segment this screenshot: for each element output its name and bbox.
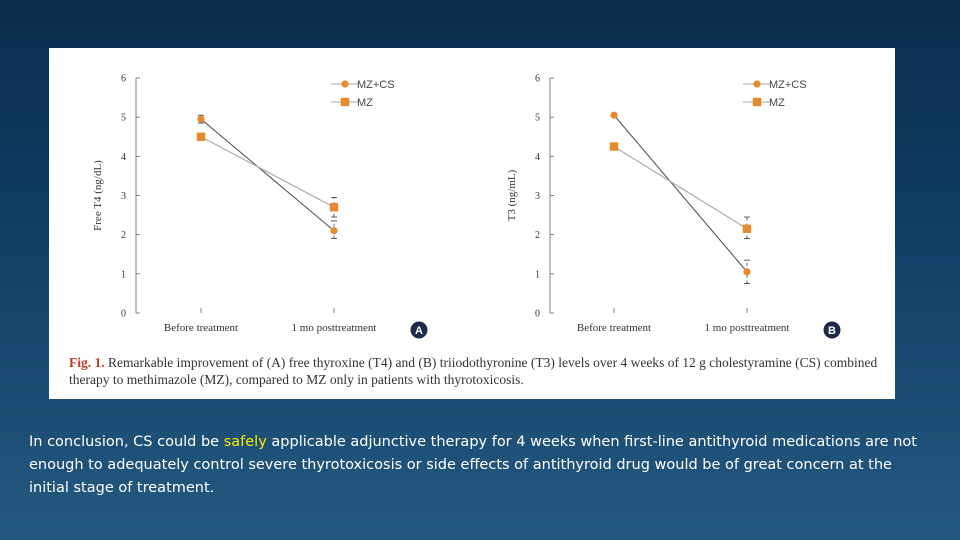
chart-B: 0 1 2 3 4 5 6 T3 (ng/mL) Before treatment 1 mo po…: [506, 74, 841, 339]
x-tick-label: 1 mo posttreatment: [705, 322, 790, 334]
legend-label: MZ+CS: [769, 79, 807, 91]
y-axis-title: T3 (ng/mL): [506, 169, 518, 221]
y-tick-label: 2: [121, 230, 126, 241]
caption-label: Fig. 1.: [69, 355, 105, 370]
legend-label: MZ: [769, 97, 785, 109]
conclusion-before: In conclusion, CS could be: [29, 434, 224, 450]
legend-marker: [753, 80, 761, 88]
series-line-mz: [200, 136, 335, 208]
y-tick-label: 6: [121, 74, 126, 85]
series-line-mz: [613, 146, 748, 230]
data-point-mz: [609, 142, 619, 151]
y-tick-label: 3: [121, 191, 126, 202]
data-point-mz-cs: [330, 227, 338, 235]
data-point-mz: [329, 203, 339, 212]
legend-marker: [341, 80, 349, 88]
y-tick-label: 3: [535, 191, 540, 202]
y-tick-label: 4: [535, 152, 540, 163]
conclusion-text: In conclusion, CS could be safely applic…: [29, 431, 929, 500]
x-tick-label: Before treatment: [577, 322, 651, 334]
y-tick-label: 4: [121, 152, 126, 163]
x-tick-label: Before treatment: [164, 322, 238, 334]
y-tick-label: 5: [535, 113, 540, 124]
charts-svg: 0 1 2 3 4 5 6 Free T4 (ng/dL) Before treatment 1 …: [92, 74, 841, 339]
conclusion-highlight: safely: [223, 434, 267, 450]
conclusion-after: applicable adjunctive therapy for 4 week…: [29, 434, 917, 496]
figure-panel: 0 1 2 3 4 5 6 Free T4 (ng/dL) Before treatment 1 …: [49, 48, 895, 399]
data-point-mz: [196, 132, 206, 141]
y-tick-label: 2: [535, 230, 540, 241]
data-point-mz: [742, 224, 752, 233]
y-tick-label: 0: [121, 309, 126, 320]
figure-caption: Fig. 1. Remarkable improvement of (A) fr…: [69, 354, 879, 388]
series-line-mz-cs: [613, 114, 748, 273]
caption-text: Remarkable improvement of (A) free thyro…: [69, 355, 878, 387]
y-axis-title: Free T4 (ng/dL): [92, 160, 104, 231]
data-point-mz-cs: [743, 268, 751, 276]
legend-marker: [752, 97, 762, 107]
data-point-mz-cs: [610, 111, 618, 119]
y-tick-label: 6: [535, 74, 540, 85]
series-line-mz-cs: [200, 118, 335, 232]
y-tick-label: 1: [535, 269, 540, 280]
chart-A: 0 1 2 3 4 5 6 Free T4 (ng/dL) Before treatment 1 …: [92, 74, 428, 339]
data-point-mz-cs: [197, 115, 205, 123]
legend-label: MZ+CS: [357, 79, 395, 91]
panel-badge: [410, 321, 428, 339]
y-tick-label: 5: [121, 113, 126, 124]
legend-label: MZ: [357, 97, 373, 109]
panel-letter: B: [828, 325, 836, 337]
legend-marker: [340, 97, 350, 107]
x-tick-label: 1 mo posttreatment: [292, 322, 377, 334]
y-tick-label: 1: [121, 269, 126, 280]
panel-letter: A: [415, 325, 423, 337]
panel-badge: [823, 321, 841, 339]
y-tick-label: 0: [535, 309, 540, 320]
